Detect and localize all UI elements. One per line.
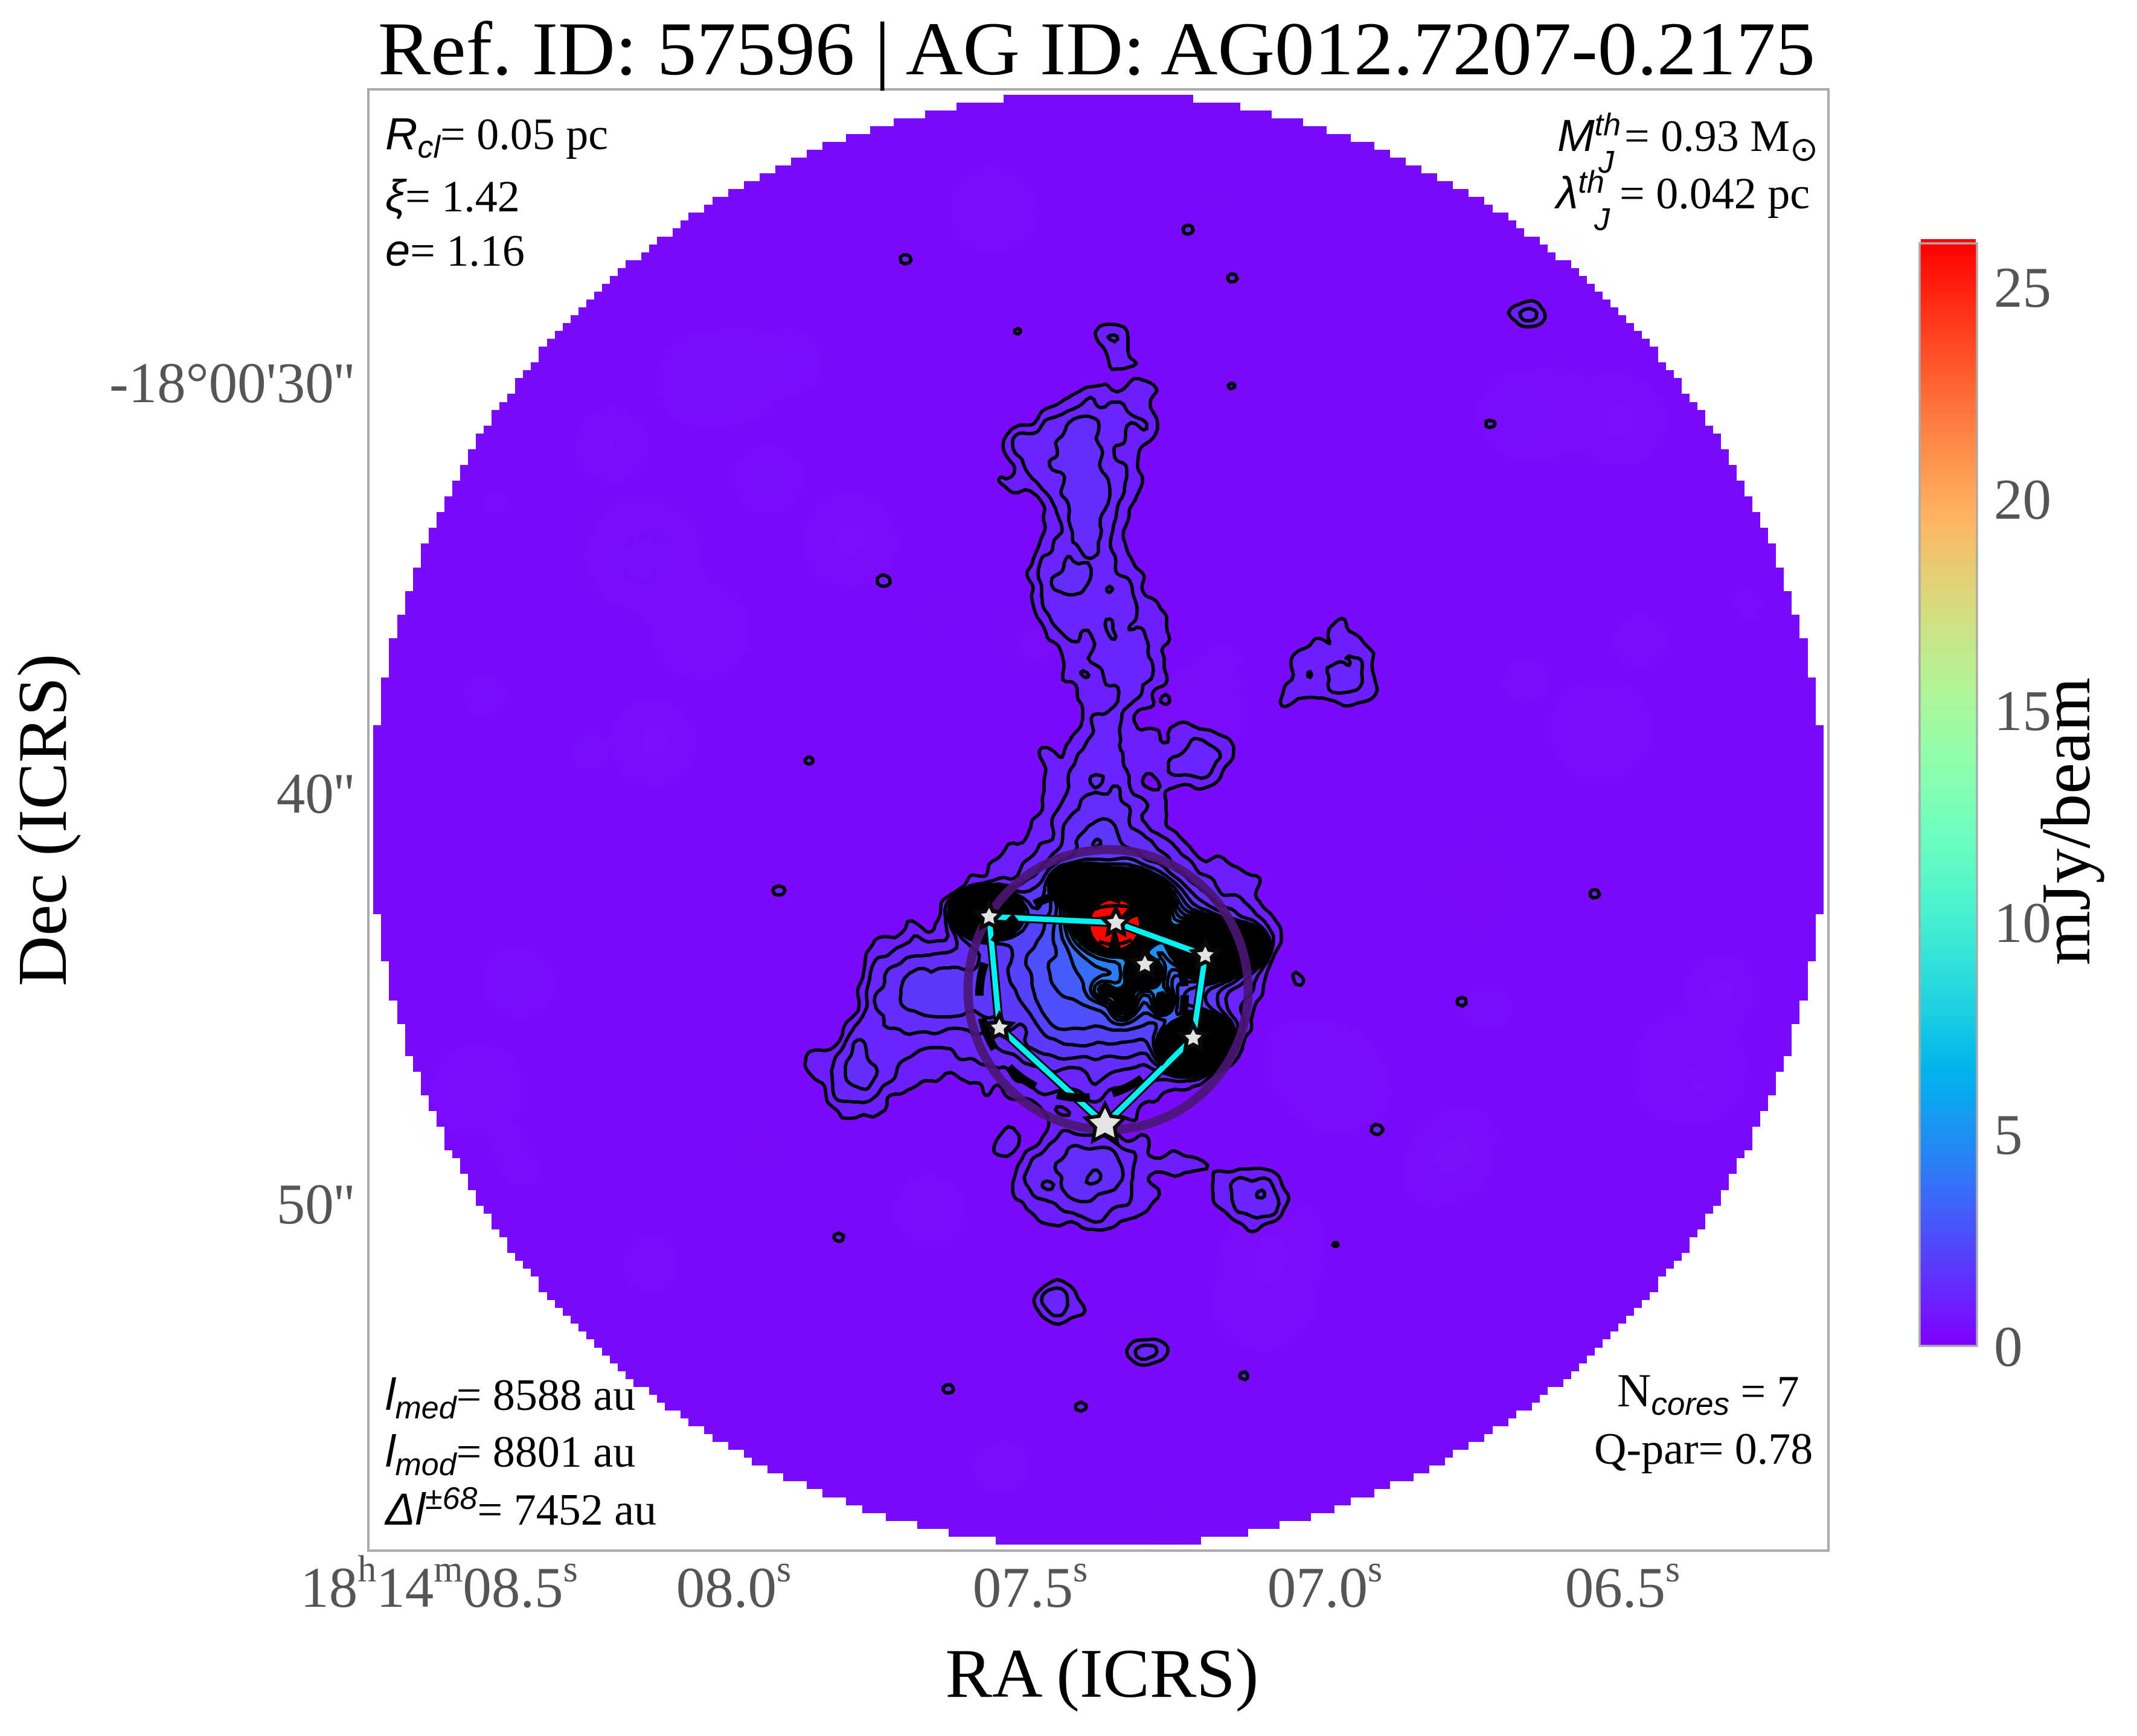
svg-text:06.5s: 06.5s [1565, 1549, 1680, 1619]
svg-text:25: 25 [1994, 255, 2051, 319]
svg-text:15: 15 [1994, 679, 2051, 743]
svg-text:Q-par= 0.78: Q-par= 0.78 [1594, 1424, 1813, 1474]
svg-text:07.5s: 07.5s [973, 1549, 1088, 1619]
svg-text:20: 20 [1994, 467, 2051, 531]
svg-text:e= 1.16: e= 1.16 [385, 225, 525, 276]
svg-text:RA (ICRS): RA (ICRS) [946, 1635, 1259, 1712]
svg-text:Δl±68= 7452 au: Δl±68= 7452 au [384, 1481, 656, 1535]
svg-text:07.0s: 07.0s [1267, 1549, 1382, 1619]
svg-text:Dec (ICRS): Dec (ICRS) [4, 654, 82, 987]
svg-text:08.0s: 08.0s [676, 1549, 791, 1619]
svg-text:lmod= 8801 au: lmod= 8801 au [385, 1426, 635, 1482]
svg-text:50'': 50'' [277, 1172, 354, 1236]
svg-text:40'': 40'' [277, 761, 354, 825]
svg-text:5: 5 [1994, 1103, 2023, 1167]
svg-text:-18°00'30'': -18°00'30'' [109, 351, 354, 415]
svg-text:10: 10 [1994, 891, 2051, 955]
svg-text:Ref. ID: 57596 | AG ID: AG012.: Ref. ID: 57596 | AG ID: AG012.7207-0.217… [378, 7, 1815, 91]
svg-text:mJy/beam: mJy/beam [2028, 677, 2105, 966]
svg-text:ξ= 1.42: ξ= 1.42 [385, 171, 520, 222]
svg-text:Rcl= 0.05 pc: Rcl= 0.05 pc [385, 109, 608, 165]
svg-text:0: 0 [1994, 1315, 2023, 1379]
